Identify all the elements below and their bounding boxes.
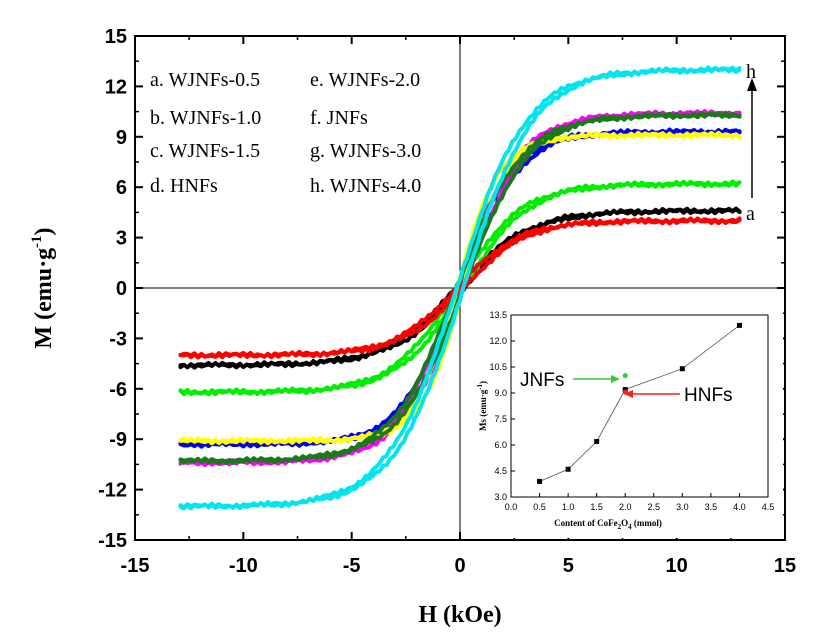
inset-plot-frame — [510, 314, 769, 498]
inset-axis-ticks: 0.0 0.5 1.0 1.5 2.0 2.5 3.0 3.5 4.0 4.5 3.0 4.5 6.0 7… — [489, 310, 774, 512]
inset-y-tick-label: 3.0 — [494, 492, 507, 502]
trend-arrow-head — [747, 78, 757, 91]
inset-x-tick-label: 2.5 — [648, 502, 661, 512]
inset-x-tick-label: 4.5 — [762, 502, 775, 512]
legend: a. WJNFs-0.5 b. WJNFs-1.0 c. WJNFs-1.5 d… — [150, 69, 421, 197]
y-tick-label: 12 — [105, 76, 127, 98]
x-tick-label: 0 — [454, 555, 465, 577]
inset-extra-point-jnfs — [622, 373, 628, 379]
x-tick-label: -5 — [343, 555, 361, 577]
arrow-bottom-label: a — [746, 203, 755, 225]
inset-background — [473, 298, 783, 538]
legend-entry: h. WJNFs-4.0 — [310, 175, 421, 197]
series-loop-6 — [178, 130, 742, 446]
series-loop-8 — [178, 65, 742, 511]
inset-chart: 0.0 0.5 1.0 1.5 2.0 2.5 3.0 3.5 4.0 4.5 3.0 4.5 6.0 7… — [473, 298, 783, 538]
x-tick-label: 5 — [563, 555, 574, 577]
inset-arrow-jnfs — [573, 375, 620, 383]
inset-x-tick-label: 3.0 — [676, 502, 689, 512]
x-tick-label: 15 — [774, 555, 796, 577]
x-tick-label: 10 — [666, 555, 688, 577]
legend-entry: b. WJNFs-1.0 — [150, 107, 261, 129]
inset-y-tick-label: 6.0 — [494, 440, 507, 450]
main-series-group — [178, 65, 742, 511]
inset-arrow-jnfs-head — [611, 375, 620, 383]
inset-x-tick-label: 1.0 — [562, 502, 575, 512]
inset-y-axis-title: Ms (emu·g-1) — [476, 381, 488, 431]
legend-entry: e. WJNFs-2.0 — [310, 69, 420, 91]
y-tick-label: 9 — [116, 127, 127, 149]
inset-arrow-hnfs-head — [624, 390, 633, 398]
legend-entry: c. WJNFs-1.5 — [150, 140, 260, 162]
inset-y-tick-label: 10.5 — [489, 362, 507, 372]
inset-x-tick-label: 0.0 — [505, 502, 518, 512]
inset-y-tick-label: 4.5 — [494, 466, 507, 476]
inset-y-tick-label: 9.0 — [494, 388, 507, 398]
inset-point — [622, 387, 628, 393]
main-axis-ticks: -15 -10 -5 0 5 10 15 -15 -12 -9 -6 -3 0 3 6 9 12 15 — [98, 26, 796, 577]
legend-entry: d. HNFs — [150, 175, 218, 197]
series-loop-1 — [178, 206, 742, 370]
inset-arrow-hnfs — [624, 390, 680, 398]
x-tick-label: -10 — [229, 555, 258, 577]
inset-x-tick-label: 4.0 — [733, 502, 746, 512]
y-tick-label: 3 — [116, 228, 127, 250]
inset-y-tick-label: 13.5 — [489, 310, 507, 320]
x-axis-title: H (kOe) — [418, 602, 501, 628]
y-tick-label: 15 — [105, 26, 127, 48]
inset-point — [736, 322, 742, 328]
inset-y-tick-label: 7.5 — [494, 414, 507, 424]
y-tick-label: 6 — [116, 177, 127, 199]
inset-y-tick-label: 12.0 — [489, 336, 507, 346]
inset-x-tick-label: 2.0 — [619, 502, 632, 512]
arrow-top-label: h — [746, 61, 756, 83]
trend-arrow-annotation: h a — [746, 61, 757, 225]
y-axis-title: M (emu·g-1) — [29, 227, 57, 348]
y-tick-label: -6 — [109, 379, 127, 401]
legend-entry: a. WJNFs-0.5 — [150, 69, 260, 91]
y-tick-label: -12 — [98, 480, 127, 502]
inset-point — [565, 466, 571, 472]
inset-x-axis-title: Content of CoFe2O4 (mmol) — [554, 518, 662, 531]
series-loop-3 — [178, 179, 742, 397]
inset-label-hnfs: HNFs — [684, 385, 733, 406]
inset-point — [537, 478, 543, 484]
inset-point — [594, 439, 600, 445]
legend-entry: g. WJNFs-3.0 — [310, 140, 421, 162]
inset-x-tick-label: 3.5 — [705, 502, 718, 512]
inset-series-line — [539, 325, 740, 482]
x-tick-label: -15 — [121, 555, 150, 577]
inset-x-tick-label: 1.5 — [590, 502, 603, 512]
inset-label-jnfs: JNFs — [520, 370, 564, 391]
series-loop-4 — [178, 216, 742, 360]
y-tick-label: -15 — [98, 530, 127, 552]
inset-x-tick-label: 0.5 — [533, 502, 546, 512]
y-tick-label: -3 — [109, 328, 127, 350]
y-tick-label: -9 — [109, 429, 127, 451]
inset-point — [679, 366, 685, 372]
legend-entry: f. JNFs — [310, 107, 368, 129]
series-loop-7 — [178, 110, 742, 466]
y-tick-label: 0 — [116, 278, 127, 300]
